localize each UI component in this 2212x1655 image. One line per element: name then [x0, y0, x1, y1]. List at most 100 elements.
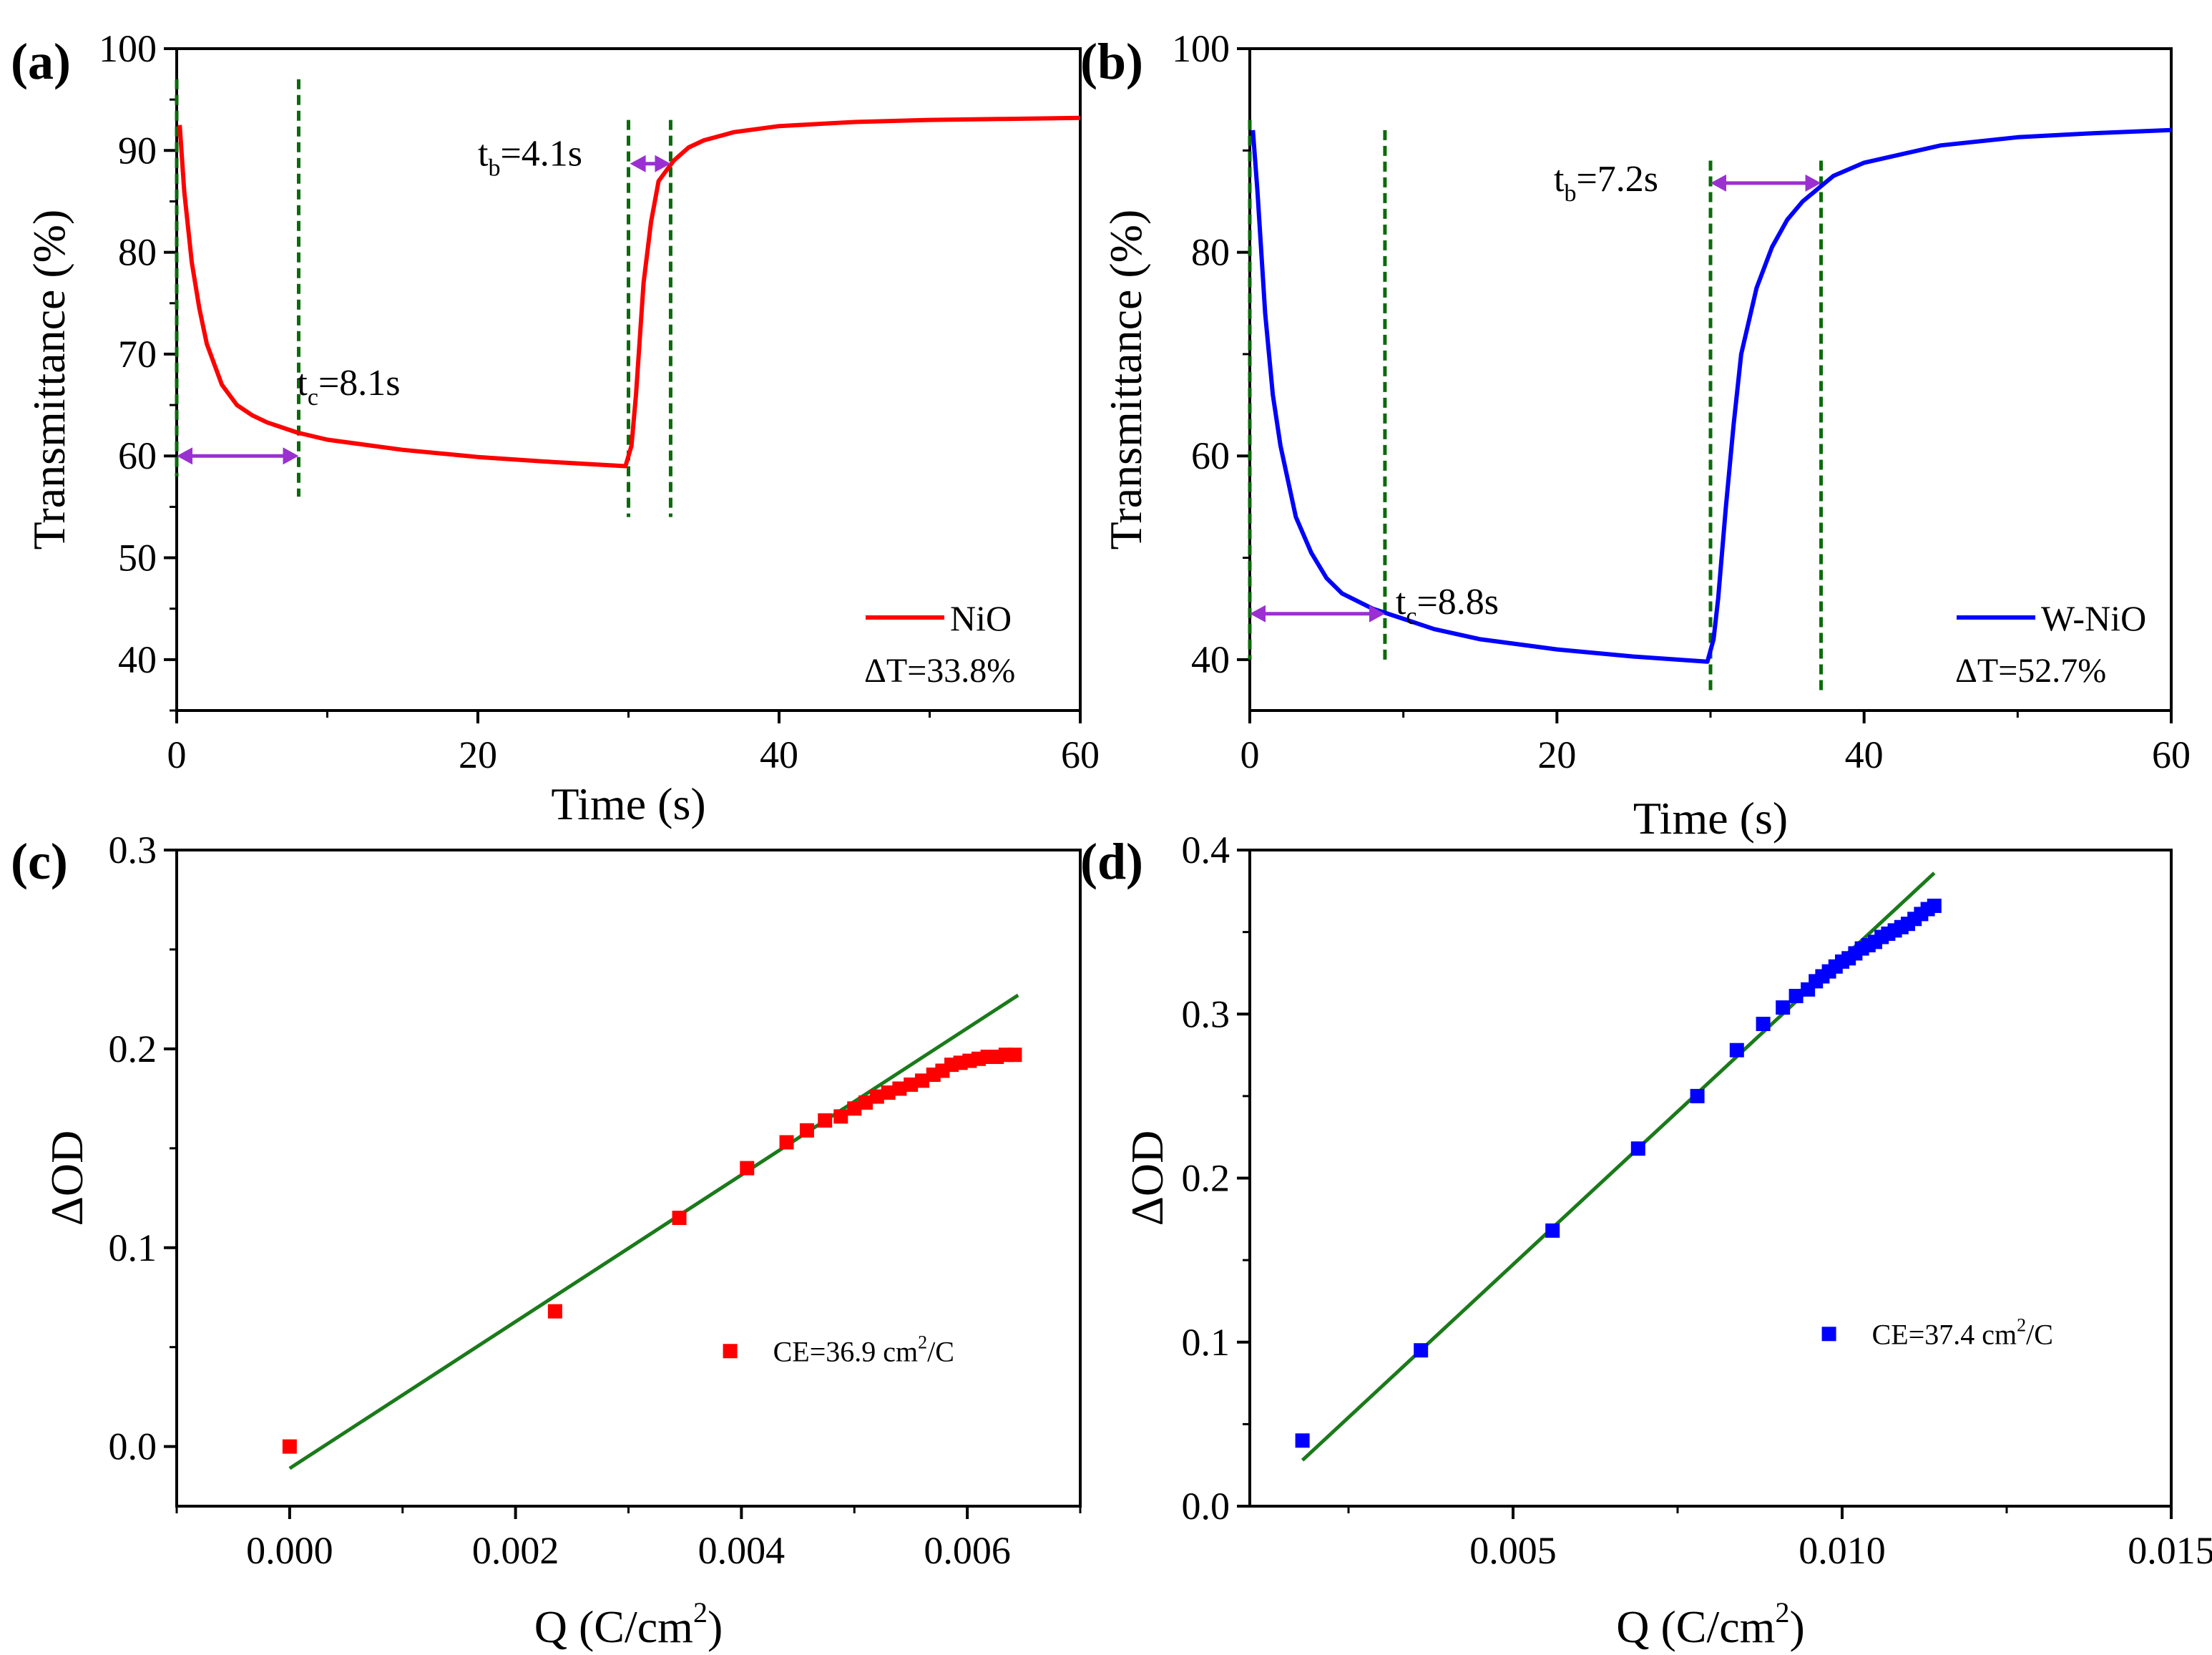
y-tick-label: 0.2: [109, 1027, 157, 1070]
data-point: [1295, 1433, 1310, 1448]
data-point: [847, 1101, 862, 1116]
data-point: [1776, 1000, 1791, 1015]
tc-annotation: tc=8.1s: [297, 363, 400, 411]
double-arrow: [1250, 605, 1385, 623]
x-tick-label: 0.005: [1469, 1529, 1557, 1572]
y-tick-label: 80: [118, 231, 157, 274]
legend-marker: [723, 1344, 738, 1359]
double-arrow: [1711, 174, 1821, 192]
y-tick-label: 70: [118, 333, 157, 376]
legend-label: CE=36.9 cm2/C: [773, 1332, 954, 1367]
panel-b: (b) 0 20 40 60 40 60 80 100 Time (s) Transmittance…: [1080, 27, 2191, 844]
panel-c: (c) 0.000 0.002 0.004 0.006 0.0 0.1 0.2 0.3 Q (C/…: [11, 829, 1082, 1652]
y-tick-label: 100: [99, 27, 157, 70]
series-line-nio: [177, 115, 1081, 469]
data-point: [547, 1304, 562, 1319]
data-point: [1788, 989, 1804, 1004]
x-tick-label: 40: [760, 733, 798, 776]
panel-a: (a) 0 20 40 60 40 50 60 70 80 90 100 Time (s) Transmi…: [11, 27, 1100, 829]
y-tick-label: 0.4: [1182, 829, 1230, 872]
data-point: [1007, 1048, 1022, 1063]
plot-frame: [175, 849, 1082, 1508]
data-point: [904, 1077, 919, 1092]
data-point: [1690, 1088, 1705, 1103]
data-point: [818, 1113, 833, 1128]
x-tick-label: 20: [459, 733, 497, 776]
legend-marker: [1821, 1327, 1836, 1342]
y-axis-label: ΔOD: [1122, 1131, 1173, 1226]
data-point: [892, 1081, 907, 1096]
x-axis-label: Time (s): [551, 778, 705, 829]
data-point: [1545, 1223, 1560, 1238]
delta-t-label: ΔT=52.7%: [1955, 652, 2106, 690]
x-axis-label: Q (C/cm2): [1616, 1596, 1805, 1652]
data-point: [779, 1135, 794, 1150]
y-tick-label: 40: [1191, 638, 1230, 681]
x-tick-label: 0.015: [2128, 1529, 2212, 1572]
panel-label: (b): [1080, 33, 1143, 90]
legend-label: W-NiO: [2041, 598, 2146, 638]
x-tick-label: 0.006: [924, 1529, 1011, 1572]
x-tick-label: 60: [1061, 733, 1100, 776]
y-tick-label: 0.3: [109, 829, 157, 872]
double-arrow: [177, 447, 299, 465]
x-tick-label: 60: [2152, 733, 2191, 776]
arrow-head-right: [1805, 174, 1821, 192]
x-tick-label: 0: [167, 733, 187, 776]
arrow-head-right: [1369, 605, 1385, 623]
data-point: [672, 1211, 687, 1226]
arrow-head-left: [177, 447, 192, 465]
arrow-head-left: [1711, 174, 1726, 192]
data-point: [914, 1073, 929, 1088]
data-point: [740, 1161, 755, 1176]
arrow-head-left: [1250, 605, 1266, 623]
arrow-head-right: [283, 447, 299, 465]
double-arrow: [630, 155, 671, 172]
y-tick-label: 0.0: [1182, 1485, 1230, 1528]
x-tick-label: 0.002: [472, 1529, 559, 1572]
y-tick-label: 0.0: [109, 1425, 157, 1468]
tb-annotation: tb=4.1s: [478, 134, 582, 182]
y-axis-label: Transmittance (%): [24, 210, 74, 550]
tb-annotation: tb=7.2s: [1554, 159, 1658, 207]
arrow-head-left: [630, 155, 646, 172]
data-point: [869, 1089, 884, 1104]
y-tick-label: 40: [118, 638, 157, 681]
y-tick-label: 0.2: [1182, 1157, 1230, 1200]
tc-annotation: tc=8.8s: [1396, 582, 1499, 630]
x-tick-label: 0: [1240, 733, 1260, 776]
y-tick-label: 60: [118, 434, 157, 477]
data-point: [1927, 898, 1942, 913]
x-tick-label: 20: [1537, 733, 1576, 776]
delta-t-label: ΔT=33.8%: [864, 652, 1015, 690]
y-tick-label: 60: [1191, 434, 1230, 477]
data-point: [858, 1095, 873, 1110]
panel-label: (d): [1080, 833, 1143, 890]
legend-label: NiO: [950, 598, 1012, 638]
plot-frame: [1248, 849, 2173, 1508]
legend-label: CE=37.4 cm2/C: [1872, 1314, 2053, 1350]
data-point: [881, 1085, 896, 1100]
series-line-w-nio: [1251, 127, 2172, 664]
x-tick-label: 0.010: [1799, 1529, 1886, 1572]
y-tick-label: 0.1: [1182, 1321, 1230, 1364]
x-axis-label: Q (C/cm2): [534, 1596, 723, 1652]
x-tick-label: 0.000: [246, 1529, 333, 1572]
y-axis-label: Transmittance (%): [1100, 210, 1151, 550]
x-tick-label: 0.004: [698, 1529, 786, 1572]
x-tick-label: 40: [1845, 733, 1884, 776]
data-point: [282, 1439, 297, 1454]
y-tick-label: 100: [1172, 27, 1230, 70]
data-point: [833, 1109, 848, 1124]
y-tick-label: 50: [118, 537, 157, 580]
y-tick-label: 0.1: [109, 1226, 157, 1269]
panel-d: (d) 0.005 0.010 0.015 0.0 0.1 0.2 0.3 0.4 Q (C/cm…: [1080, 829, 2212, 1652]
arrow-head-right: [655, 155, 671, 172]
data-point: [1414, 1343, 1429, 1358]
data-point: [1756, 1017, 1771, 1032]
y-tick-label: 90: [118, 129, 157, 172]
y-axis-label: ΔOD: [41, 1131, 92, 1226]
y-tick-label: 0.3: [1182, 992, 1230, 1035]
y-tick-label: 80: [1191, 231, 1230, 274]
